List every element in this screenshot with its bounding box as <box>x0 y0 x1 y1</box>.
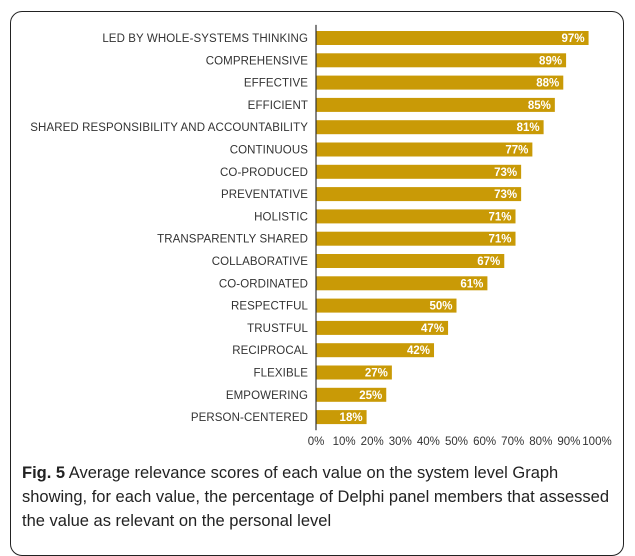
category-label: COMPREHENSIVE <box>206 55 308 67</box>
x-axis-ticks: 0% 10% 20% 30% 40% 50% 60% 70% 80% 90% 100% <box>308 436 612 448</box>
bar <box>316 231 516 246</box>
bar-chart: LED BY WHOLE-SYSTEMS THINKING COMPREHENSI… <box>30 24 612 448</box>
category-label: CONTINUOUS <box>230 145 309 157</box>
x-tick-label: 40% <box>417 436 440 448</box>
category-label: TRUSTFUL <box>247 323 308 335</box>
category-label: PREVENTATIVE <box>221 189 308 201</box>
bar <box>316 276 488 291</box>
bar <box>316 320 449 335</box>
x-tick-label: 20% <box>361 436 384 448</box>
x-tick-label: 70% <box>501 436 524 448</box>
caption-text: Average relevance scores of each value o… <box>22 464 610 530</box>
category-label: CO-ORDINATED <box>219 278 308 290</box>
bar <box>316 142 533 157</box>
category-label: FLEXIBLE <box>254 368 309 380</box>
x-tick-label: 10% <box>333 436 356 448</box>
bar <box>316 53 567 68</box>
data-label: 47% <box>421 323 444 335</box>
data-label: 25% <box>359 390 382 402</box>
bar <box>316 254 505 268</box>
data-label: 42% <box>407 345 430 357</box>
x-tick-label: 60% <box>473 436 496 448</box>
data-labels: 97%89% 88% 85% 81% 77% 73% 73% 71% 71% 67% 61% 50% 4… <box>340 33 585 424</box>
data-label: 27% <box>365 368 388 380</box>
bar <box>316 387 387 402</box>
x-tick-label: 50% <box>445 436 468 448</box>
category-label: CO-PRODUCED <box>220 167 308 179</box>
figure-label: Fig. 5 <box>22 464 66 482</box>
x-tick-label: 90% <box>557 436 580 448</box>
data-label: 97% <box>562 33 585 45</box>
bar <box>316 298 457 313</box>
category-label: SHARED RESPONSIBILITY AND ACCOUNTABILITY <box>30 122 308 134</box>
category-label: LED BY WHOLE-SYSTEMS THINKING <box>102 33 308 45</box>
data-label: 85% <box>528 100 551 112</box>
bar <box>316 187 522 202</box>
data-label: 73% <box>494 189 517 201</box>
data-label: 71% <box>488 211 511 223</box>
bar <box>316 343 435 358</box>
bars-group <box>316 31 589 425</box>
data-label: 73% <box>494 167 517 179</box>
bar <box>316 410 367 425</box>
category-label: TRANSPARENTLY SHARED <box>157 234 308 246</box>
bar <box>316 365 392 380</box>
data-label: 81% <box>517 122 540 134</box>
x-tick-label: 80% <box>529 436 552 448</box>
bar <box>316 75 564 90</box>
data-label: 18% <box>340 412 363 424</box>
data-label: 88% <box>536 78 559 90</box>
data-label: 89% <box>539 55 562 67</box>
category-label: COLLABORATIVE <box>212 256 309 268</box>
data-label: 50% <box>429 301 452 313</box>
x-tick-label: 30% <box>389 436 412 448</box>
x-tick-label: 100% <box>582 436 611 448</box>
category-label: RECIPROCAL <box>232 345 308 357</box>
category-label: PERSON-CENTERED <box>191 412 308 424</box>
data-label: 77% <box>505 145 528 157</box>
category-label: EFFICIENT <box>248 100 308 112</box>
bar <box>316 209 516 224</box>
bar <box>316 97 555 112</box>
figure-caption: Fig. 5 Average relevance scores of each … <box>22 461 622 533</box>
category-label: EMPOWERING <box>226 390 308 402</box>
category-label: EFFECTIVE <box>244 78 308 90</box>
category-label: HOLISTIC <box>254 211 308 223</box>
x-tick-label: 0% <box>308 436 325 448</box>
bar <box>316 164 522 179</box>
data-label: 61% <box>460 278 483 290</box>
category-label: RESPECTFUL <box>231 301 309 313</box>
bar <box>316 31 589 45</box>
bar <box>316 120 544 135</box>
data-label: 67% <box>477 256 500 268</box>
category-labels: LED BY WHOLE-SYSTEMS THINKING COMPREHENSI… <box>30 33 308 424</box>
data-label: 71% <box>488 234 511 246</box>
